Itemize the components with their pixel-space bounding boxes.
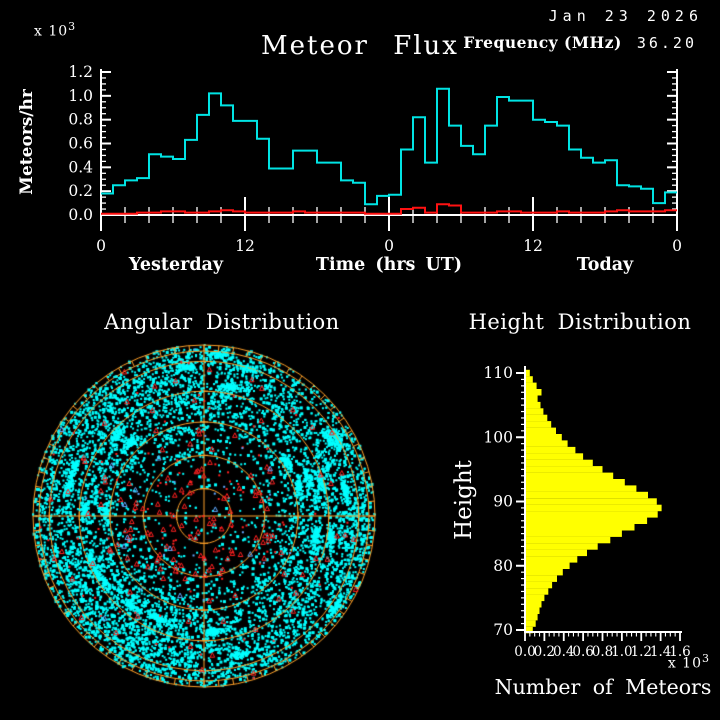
height-bar bbox=[526, 434, 562, 441]
height-y-tick-label: 90 bbox=[493, 493, 513, 511]
scale-exponent: 3 bbox=[702, 652, 710, 665]
height-bar bbox=[526, 613, 538, 621]
height-bar bbox=[526, 549, 587, 557]
scale-exponent: 3 bbox=[68, 20, 77, 33]
meteor-flux-secondary-line bbox=[101, 203, 677, 215]
height-y-tick-label: 70 bbox=[493, 621, 513, 639]
height-bar bbox=[526, 568, 563, 576]
x-section-yesterday: Yesterday bbox=[128, 255, 224, 275]
flux-x-tick-label: 12 bbox=[235, 237, 255, 255]
height-bar bbox=[526, 466, 603, 473]
frequency-label: Frequency (MHz) bbox=[463, 33, 622, 52]
page-title: Meteor Flux bbox=[261, 31, 459, 61]
height-x-scale-note: x 103 bbox=[654, 652, 710, 672]
height-distribution-title: Height Distribution bbox=[468, 310, 692, 334]
height-y-axis-label: Height bbox=[451, 460, 477, 540]
height-x-axis-label: Number of Meteors bbox=[494, 675, 712, 699]
frequency-value: 36.20 bbox=[636, 34, 697, 52]
height-bar bbox=[526, 479, 625, 486]
height-x-tick-label: 1.0 bbox=[611, 644, 632, 660]
height-bar bbox=[526, 395, 538, 402]
height-bar bbox=[526, 382, 537, 390]
height-x-tick-label: 0.6 bbox=[572, 644, 593, 660]
x-section-today: Today bbox=[576, 255, 634, 275]
height-bar bbox=[526, 511, 658, 518]
flux-y-scale-note: x 103 bbox=[34, 20, 76, 40]
height-bar bbox=[526, 401, 541, 409]
height-y-tick-label: 110 bbox=[483, 364, 513, 382]
angular-distribution-title: Angular Distribution bbox=[104, 310, 340, 334]
height-bar bbox=[526, 440, 568, 447]
height-bar bbox=[526, 620, 536, 627]
height-x-tick-label: 0.8 bbox=[592, 644, 613, 660]
height-x-tick-label: 0.0 bbox=[514, 644, 535, 660]
height-bar bbox=[526, 607, 540, 614]
flux-y-tick-label: 0.6 bbox=[68, 135, 93, 153]
height-bar bbox=[526, 376, 533, 383]
flux-x-tick-label: 0 bbox=[384, 237, 394, 255]
flux-x-tick-label: 12 bbox=[523, 237, 543, 255]
height-bar bbox=[526, 524, 635, 531]
height-bar bbox=[526, 427, 556, 435]
height-bar bbox=[526, 536, 611, 544]
height-bar bbox=[526, 485, 637, 492]
height-bar bbox=[526, 517, 648, 524]
scale-mantissa: x 10 bbox=[34, 23, 69, 40]
flux-y-tick-label: 0.2 bbox=[68, 182, 93, 200]
flux-y-axis-label: Meteors/hr bbox=[17, 89, 37, 195]
flux-y-tick-label: 0.4 bbox=[68, 158, 93, 176]
height-bar bbox=[526, 408, 544, 415]
height-bar bbox=[526, 389, 542, 396]
height-y-tick-label: 100 bbox=[483, 428, 513, 446]
height-bar bbox=[526, 504, 662, 512]
height-bar bbox=[526, 472, 614, 480]
flux-x-tick-label: 0 bbox=[96, 237, 106, 255]
flux-x-tick-label: 0 bbox=[672, 237, 682, 255]
height-bar bbox=[526, 556, 578, 563]
height-bar bbox=[526, 369, 530, 377]
height-bar bbox=[526, 459, 593, 467]
angular-distribution-plot bbox=[24, 336, 384, 696]
height-bar bbox=[526, 421, 552, 428]
height-bar bbox=[526, 453, 584, 460]
flux-x-axis-label: Time (hrs UT) bbox=[315, 255, 463, 275]
height-x-tick-label: 0.4 bbox=[553, 644, 574, 660]
height-bar bbox=[526, 543, 598, 550]
height-bar bbox=[526, 588, 549, 595]
height-x-tick-label: 1.2 bbox=[631, 644, 652, 660]
flux-y-tick-label: 1.0 bbox=[68, 87, 93, 105]
flux-y-tick-label: 1.2 bbox=[68, 63, 93, 81]
height-bar bbox=[526, 594, 545, 602]
height-bar bbox=[526, 446, 576, 454]
height-bar bbox=[526, 562, 570, 569]
flux-y-tick-label: 0.8 bbox=[68, 111, 93, 129]
flux-y-tick-label: 0.0 bbox=[68, 206, 93, 224]
height-x-tick-label: 0.2 bbox=[534, 644, 555, 660]
height-bar bbox=[526, 626, 533, 634]
height-bar bbox=[526, 491, 648, 499]
height-bar bbox=[526, 414, 548, 422]
height-bar bbox=[526, 498, 657, 505]
meteor-flux-total-line bbox=[101, 87, 677, 206]
height-bar bbox=[526, 530, 622, 537]
height-bar bbox=[526, 601, 542, 608]
scale-mantissa: x 10 bbox=[667, 655, 702, 672]
height-y-tick-label: 80 bbox=[493, 557, 513, 575]
date-label: Jan 23 2026 bbox=[548, 7, 703, 25]
height-bar bbox=[526, 581, 553, 589]
frequency-row: Frequency (MHz) 36.20 bbox=[400, 33, 697, 52]
height-bar bbox=[526, 575, 557, 582]
